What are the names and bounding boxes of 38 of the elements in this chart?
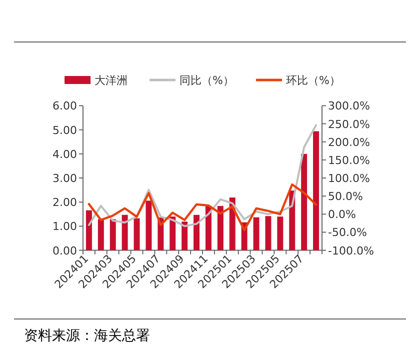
- bar: [277, 216, 284, 250]
- bar: [194, 214, 200, 250]
- bar: [98, 219, 104, 250]
- bar: [170, 216, 176, 250]
- legend-label: 大洋洲: [94, 74, 128, 87]
- text: 资料来源：海关总署: [24, 328, 150, 344]
- y-tick-label: 5.00: [52, 124, 77, 137]
- y2-tick-label: 300.0%: [328, 100, 370, 113]
- bar: [134, 218, 140, 250]
- legend-label: 环比（%）: [286, 74, 340, 87]
- y2-tick-label: -50.0%: [328, 226, 367, 240]
- y2-tick-label: -100.0%: [328, 244, 374, 258]
- y-tick-label: 6.00: [52, 100, 77, 113]
- y-tick-label: 1.00: [52, 220, 77, 234]
- line-series: [88, 183, 318, 232]
- bar: [205, 206, 212, 250]
- line-series: [88, 124, 318, 228]
- y2-tick-label: 250.0%: [328, 118, 370, 131]
- bar: [110, 219, 116, 250]
- bar: [301, 154, 308, 250]
- bar: [182, 222, 188, 250]
- y-tick-label: 0.00: [52, 244, 77, 258]
- bar: [86, 210, 92, 250]
- bar: [146, 200, 152, 250]
- bar: [253, 217, 260, 250]
- bar: [265, 216, 272, 250]
- bar: [217, 206, 224, 250]
- y2-tick-label: 0.0%: [328, 208, 356, 222]
- y2-tick-label: 200.0%: [328, 136, 370, 149]
- y-tick-label: 3.00: [52, 172, 77, 185]
- y-tick-label: 2.00: [52, 196, 77, 210]
- y2-tick-label: 100.0%: [328, 172, 370, 185]
- bar: [313, 131, 320, 250]
- y-tick-label: 4.00: [52, 148, 77, 161]
- y2-tick-label: 150.0%: [328, 154, 370, 167]
- y2-tick-label: 50.0%: [328, 190, 363, 204]
- legend-label: 同比（%）: [180, 74, 234, 87]
- bar: [122, 214, 128, 250]
